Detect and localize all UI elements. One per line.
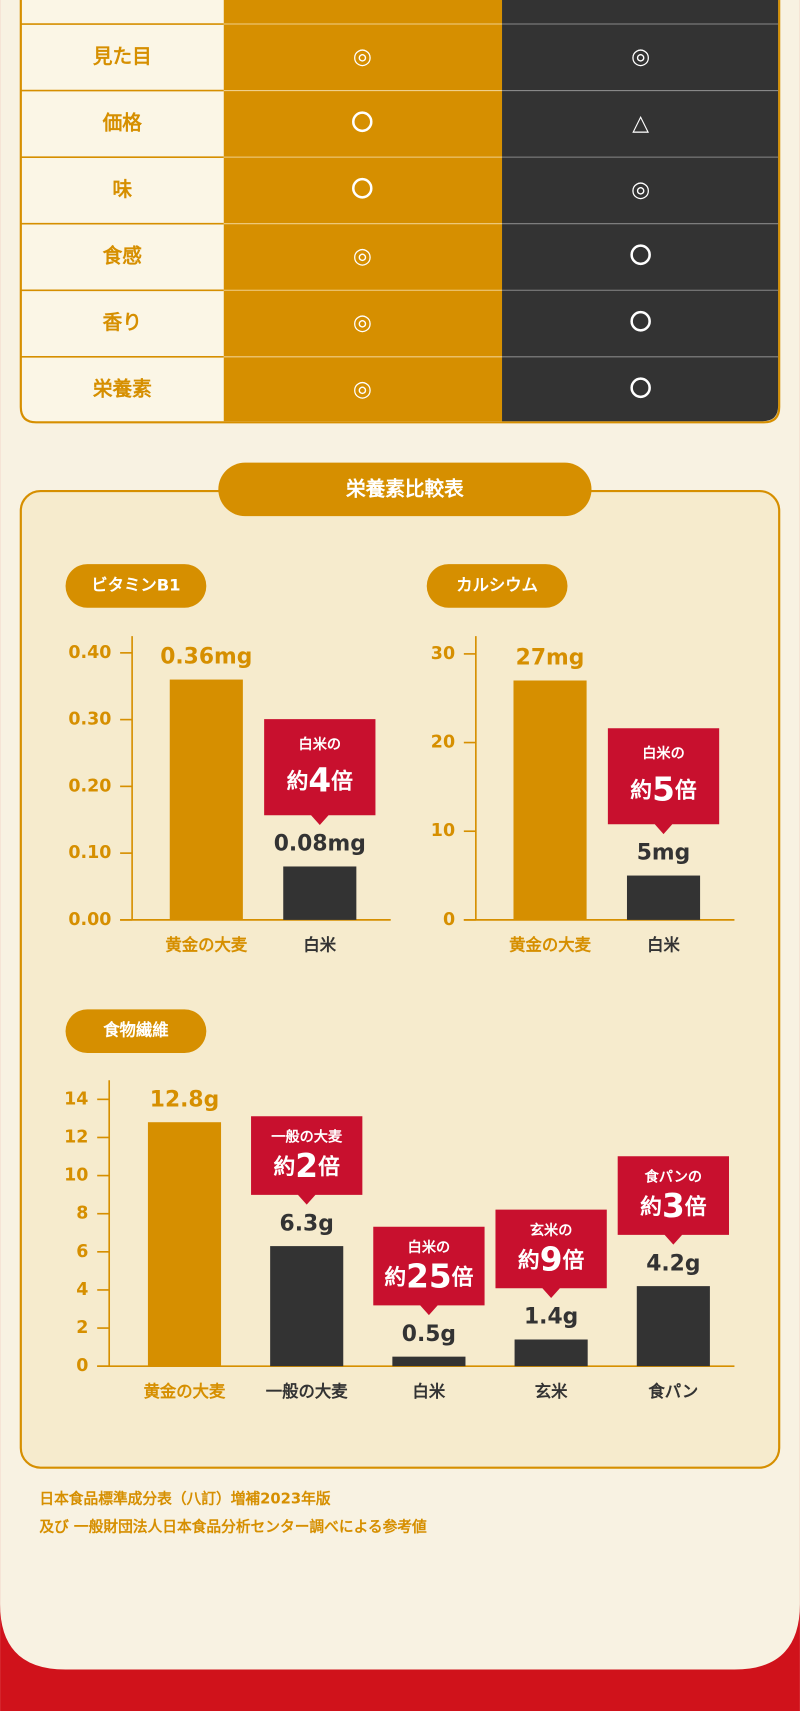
value-label: 4.2g [646, 1251, 700, 1276]
value-label: 0.36mg [160, 645, 252, 670]
bar [626, 875, 701, 920]
bar [283, 866, 357, 920]
y-tick-label: 14 [64, 1089, 88, 1109]
section-title: 栄養素比較表 [345, 477, 464, 500]
footnote: 日本食品標準成分表（八訂）増補2023年版 [39, 1489, 330, 1507]
callout-text: 白米の [642, 745, 685, 762]
footnote: 及び 一般財団法人日本食品分析センター調べによる参考値 [39, 1518, 427, 1536]
rating: ◎ [353, 44, 372, 69]
y-tick-label: 4 [76, 1280, 88, 1300]
col-barley [223, 0, 503, 422]
y-tick-label: 0.00 [68, 910, 111, 930]
value-label: 12.8g [150, 1087, 219, 1112]
bar [169, 679, 243, 920]
bar [513, 680, 587, 920]
row-label: 見た目 [92, 45, 152, 68]
callout [251, 1116, 363, 1205]
bar [392, 1356, 466, 1367]
value-label: 6.3g [280, 1211, 334, 1236]
y-tick-label: 0 [443, 910, 455, 930]
value-label: 1.4g [524, 1305, 578, 1330]
row-label: 香り [102, 311, 142, 334]
rating: 〇 [630, 377, 652, 402]
section-pill [218, 462, 592, 517]
value-label: 0.08mg [274, 832, 366, 857]
callout [617, 1156, 729, 1245]
x-tick-label: 黄金の大麦 [144, 1382, 226, 1401]
chart-title: ビタミンB1 [91, 575, 180, 594]
rating: ◎ [631, 177, 650, 202]
x-tick-label: 食パン [647, 1382, 698, 1401]
rating: ◎ [353, 377, 372, 402]
value-label: 0.5g [402, 1322, 456, 1347]
callout-text: 約4倍 [287, 762, 354, 800]
rating: ◎ [631, 44, 650, 69]
callout-text: 約9倍 [518, 1240, 585, 1278]
callout [373, 1226, 485, 1316]
callout [264, 719, 376, 826]
callout-text: 約3倍 [640, 1187, 707, 1225]
chart-title: 食物繊維 [102, 1021, 168, 1040]
y-tick-label: 8 [76, 1204, 88, 1224]
callout-text: 一般の大麦 [271, 1128, 343, 1145]
y-tick-label: 10 [431, 821, 455, 841]
row-label: 味 [112, 178, 132, 201]
x-tick-label: 一般の大麦 [266, 1382, 348, 1401]
row-label: 食感 [103, 244, 143, 267]
chart-pill [426, 564, 568, 608]
callout-text: 食パンの [645, 1168, 702, 1185]
value-label: 5mg [637, 841, 691, 866]
chart-title: カルシウム [456, 575, 538, 594]
callout [495, 1209, 607, 1299]
x-tick-label: 黄金の大麦 [165, 936, 247, 955]
y-tick-label: 6 [76, 1242, 88, 1262]
callout-text: 約25倍 [384, 1258, 473, 1296]
y-tick-label: 0.10 [68, 843, 111, 863]
bar [636, 1286, 710, 1367]
callout-text: 白米の [299, 736, 342, 753]
y-tick-label: 20 [431, 733, 455, 753]
x-tick-label: 白米 [413, 1382, 446, 1401]
y-tick-label: 12 [64, 1127, 88, 1147]
callout [607, 728, 720, 835]
chart-pill [65, 1009, 207, 1054]
x-tick-label: 黄金の大麦 [509, 936, 591, 955]
y-tick-label: 10 [64, 1166, 88, 1186]
chart-pill [65, 564, 207, 608]
rating: 〇 [351, 177, 373, 202]
row-label: 栄養素 [92, 378, 152, 401]
rating: 〇 [351, 111, 373, 136]
value-label: 27mg [516, 646, 585, 671]
callout-text: 約2倍 [273, 1147, 340, 1185]
y-tick-label: 0 [76, 1356, 88, 1376]
bar [147, 1122, 222, 1367]
x-tick-label: 玄米 [535, 1382, 568, 1401]
callout-text: 白米の [408, 1239, 451, 1256]
comparison-table: 見た目 ◎ ◎価格〇 △味〇 ◎食感 ◎ 〇香り ◎ 〇栄養素 ◎ 〇 [19, 0, 781, 424]
y-tick-label: 0.20 [68, 776, 111, 796]
rating: ◎ [353, 311, 372, 336]
rating: ◎ [353, 244, 372, 269]
callout-text: 約5倍 [630, 771, 697, 809]
bar [514, 1339, 588, 1367]
row-label: 価格 [102, 111, 143, 134]
bar [270, 1246, 344, 1367]
y-tick-label: 30 [431, 644, 455, 664]
rating: 〇 [630, 244, 652, 269]
y-tick-label: 2 [76, 1318, 88, 1338]
rating: △ [632, 111, 649, 136]
callout-text: 玄米の [530, 1222, 573, 1239]
x-tick-label: 白米 [647, 936, 680, 955]
rating: 〇 [630, 311, 652, 336]
y-tick-label: 0.40 [68, 643, 111, 663]
col-rice [502, 0, 779, 422]
x-tick-label: 白米 [303, 936, 336, 955]
y-tick-label: 0.30 [68, 710, 111, 730]
